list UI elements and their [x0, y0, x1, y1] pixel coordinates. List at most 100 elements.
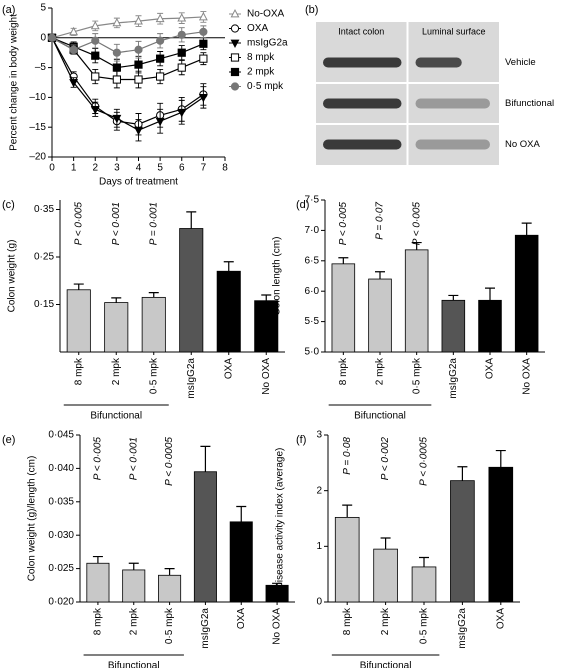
marker	[177, 30, 186, 39]
legend-marker	[230, 24, 240, 33]
p-value: P = 0·001	[148, 202, 159, 245]
x-tick-label: OXA	[223, 358, 234, 379]
panel-label: (b)	[305, 4, 318, 16]
group-label: Bifunctional	[360, 661, 412, 668]
p-value: P < 0·005	[338, 202, 349, 246]
y-tick-label: –20	[29, 152, 46, 163]
x-tick-label: 0·5 mpk	[411, 357, 422, 394]
y-tick-label: 6·0	[305, 286, 320, 297]
x-tick-label: 2 mpk	[128, 607, 139, 635]
y-tick-label: 5·0	[305, 347, 320, 358]
marker	[112, 17, 122, 27]
legend-label: 2 mpk	[247, 67, 275, 78]
legend-label: No-OXA	[247, 9, 285, 20]
x-tick-label: 8	[222, 163, 228, 174]
error-bar	[338, 257, 349, 264]
p-value: P < 0·001	[128, 437, 139, 480]
marker	[112, 63, 121, 72]
marker	[112, 114, 122, 124]
x-tick-label: msIgG2a	[200, 608, 211, 649]
error-bar	[223, 261, 234, 272]
y-tick-label: 0·25	[34, 252, 54, 263]
specimen	[323, 57, 402, 68]
x-tick-label: No OXA	[521, 358, 532, 395]
panel-label: (a)	[2, 4, 15, 16]
y-tick-label: –5	[35, 62, 47, 73]
group-label: Bifunctional	[108, 661, 160, 668]
marker	[134, 45, 143, 54]
y-tick-label: 3	[316, 430, 322, 441]
p-value: P = 0·07	[375, 202, 386, 240]
marker	[199, 54, 208, 63]
bar	[216, 270, 241, 353]
x-tick-label: 0·5 mpk	[419, 607, 430, 644]
error-bar	[148, 292, 159, 298]
bar	[373, 548, 398, 603]
marker	[156, 36, 165, 45]
bar	[331, 263, 356, 353]
x-tick-label: OXA	[485, 358, 496, 379]
y-tick-label: 0·040	[48, 463, 74, 474]
x-axis-label: Days of treatment	[99, 177, 178, 188]
column-header: Intact colon	[338, 26, 384, 36]
error-bar	[380, 537, 391, 550]
marker	[156, 54, 165, 63]
x-tick-label: 1	[71, 163, 77, 174]
marker	[177, 48, 186, 57]
error-bar	[485, 287, 495, 301]
error-bar	[186, 211, 197, 229]
marker	[134, 126, 143, 136]
row-label: Bifunctional	[505, 98, 554, 109]
y-tick-label: 0·030	[48, 530, 74, 541]
legend-marker	[230, 67, 240, 77]
error-bar	[448, 294, 459, 301]
y-tick-label: 0·020	[48, 597, 74, 608]
bar	[229, 521, 253, 603]
bar	[158, 574, 182, 603]
panel-label: (f)	[296, 434, 306, 446]
y-tick-label: –10	[29, 92, 46, 103]
x-tick-label: 0	[49, 163, 55, 174]
p-value: P < 0·002	[380, 437, 391, 481]
bar	[368, 278, 392, 353]
y-tick-label: 0	[316, 597, 322, 608]
y-axis-label: Colon weight (g)/length (cm)	[27, 456, 38, 582]
x-tick-label: 2 mpk	[380, 607, 391, 635]
marker	[198, 94, 208, 103]
x-tick-label: 8 mpk	[93, 607, 104, 635]
y-tick-label: 7·5	[305, 195, 320, 206]
y-axis-label: Percent change in body weight	[9, 14, 20, 151]
bar	[411, 566, 437, 603]
marker	[69, 26, 79, 36]
row-label: Vehicle	[505, 57, 536, 68]
x-tick-label: No OXA	[261, 358, 272, 395]
p-value: P < 0·0005	[164, 437, 175, 486]
x-tick-label: 8 mpk	[73, 357, 84, 385]
error-bar	[111, 297, 122, 303]
p-value: P < 0·005	[93, 437, 104, 481]
group-label: Bifunctional	[90, 411, 142, 422]
y-tick-label: 1	[316, 541, 322, 552]
x-tick-label: 0·5 mpk	[148, 357, 159, 394]
error-bar	[164, 568, 175, 576]
marker	[155, 13, 165, 23]
marker	[90, 105, 100, 115]
x-tick-label: 6	[179, 163, 185, 174]
marker	[91, 51, 100, 60]
marker	[156, 72, 165, 81]
y-tick-label: 7·0	[305, 225, 320, 236]
y-tick-label: 0·35	[34, 204, 54, 215]
error-bar	[457, 466, 468, 481]
panel-label: (d)	[296, 199, 309, 211]
error-bar	[236, 505, 247, 522]
marker	[198, 11, 208, 21]
x-tick-label: msIgG2a	[457, 608, 468, 649]
bar	[141, 296, 166, 353]
p-value: P < 0·001	[111, 202, 122, 245]
x-tick-label: 8 mpk	[338, 357, 349, 385]
bar	[193, 471, 217, 603]
p-value: P < 0·0005	[419, 437, 430, 486]
error-bar	[342, 504, 353, 518]
marker	[91, 36, 100, 45]
specimen	[415, 57, 462, 68]
